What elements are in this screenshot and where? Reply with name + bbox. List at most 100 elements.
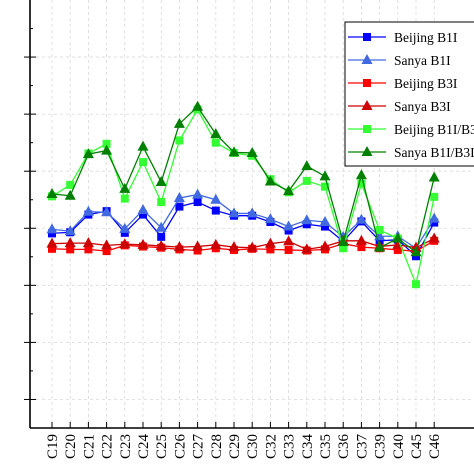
marker-triangle: [246, 207, 258, 218]
x-tick-label: C36: [336, 434, 352, 460]
marker-triangle: [119, 238, 131, 249]
marker-triangle: [82, 205, 94, 216]
series-5: [46, 100, 440, 257]
x-tick-label: C30: [245, 434, 261, 459]
marker-square: [363, 79, 371, 87]
marker-square: [175, 202, 184, 211]
series-line: [51, 240, 435, 252]
marker-triangle: [319, 170, 331, 181]
marker-square: [211, 138, 220, 147]
marker-triangle: [64, 237, 76, 248]
marker-square: [284, 245, 293, 254]
marker-square: [339, 244, 348, 253]
marker-square: [375, 225, 384, 234]
legend-item: Sanya B1I/B3I: [348, 145, 474, 160]
marker-square: [66, 245, 75, 254]
marker-triangle: [228, 207, 240, 218]
marker-triangle: [319, 215, 331, 226]
marker-square: [321, 222, 329, 231]
marker-triangle: [101, 239, 113, 250]
marker-triangle: [173, 192, 185, 203]
marker-square: [302, 176, 311, 185]
marker-triangle: [64, 225, 76, 236]
marker-triangle: [319, 240, 331, 251]
marker-square: [321, 182, 329, 191]
marker-triangle: [428, 212, 440, 223]
x-tick-label: C34: [300, 434, 316, 460]
marker-triangle: [155, 239, 167, 250]
marker-square: [84, 245, 93, 254]
x-tick-label: C40: [391, 434, 407, 459]
marker-triangle: [355, 234, 367, 245]
marker-triangle: [46, 223, 58, 234]
marker-square: [66, 180, 75, 189]
legend-item: Beijing B1I/B3I: [348, 122, 474, 137]
marker-square: [266, 245, 275, 254]
series-line: [51, 237, 435, 251]
marker-triangle: [283, 185, 295, 196]
legend-item: Beijing B3I: [348, 76, 458, 91]
legend-box: [344, 21, 474, 167]
marker-square: [139, 210, 147, 219]
legend-label: Sanya B3I: [394, 99, 451, 114]
marker-square: [211, 206, 220, 215]
marker-triangle: [46, 237, 58, 248]
marker-triangle: [228, 146, 240, 157]
marker-triangle: [361, 100, 373, 110]
marker-triangle: [137, 140, 149, 151]
legend-label: Sanya B1I: [394, 53, 451, 68]
marker-triangle: [82, 237, 94, 248]
marker-square: [48, 244, 56, 253]
x-tick-label: C32: [263, 434, 279, 459]
x-tick-label: C22: [100, 434, 116, 459]
series-line: [51, 105, 435, 254]
marker-square: [139, 158, 147, 167]
marker-triangle: [82, 148, 94, 159]
marker-square: [412, 280, 420, 289]
marker-triangle: [228, 241, 240, 252]
legend-label: Sanya B1I/B3I: [394, 145, 474, 160]
x-tick-label: C33: [282, 434, 298, 459]
x-tick-label: C19: [45, 434, 61, 459]
marker-square: [193, 198, 202, 207]
marker-triangle: [428, 232, 440, 243]
marker-square: [363, 33, 371, 41]
x-tick-label: C46: [427, 434, 443, 460]
marker-triangle: [101, 206, 113, 217]
marker-triangle: [301, 214, 313, 225]
marker-triangle: [192, 240, 204, 251]
marker-square: [120, 194, 129, 203]
legend: Beijing B1I Sanya B1I Beijing B3I Sanya B3I…: [344, 21, 474, 167]
marker-triangle: [283, 235, 295, 246]
marker-triangle: [46, 188, 58, 199]
marker-triangle: [210, 128, 222, 139]
x-tick-labels: C19 C20 C21 C22 C23 C24 C25 C26 C27 C28 C29 C30 C32 C…: [45, 422, 443, 459]
marker-triangle: [246, 146, 258, 157]
marker-triangle: [137, 238, 149, 249]
marker-square: [157, 198, 166, 207]
x-tick-label: C45: [409, 434, 425, 459]
marker-triangle: [101, 144, 113, 155]
series-3: [46, 232, 440, 254]
marker-triangle: [155, 176, 167, 187]
legend-label: Beijing B1I: [394, 30, 458, 45]
x-tick-label: C35: [318, 434, 334, 459]
marker-triangle: [337, 235, 349, 246]
marker-triangle: [355, 169, 367, 180]
marker-triangle: [374, 241, 386, 252]
series-line: [51, 193, 435, 250]
marker-triangle: [210, 238, 222, 249]
legend-label: Beijing B3I: [394, 76, 458, 91]
marker-square: [157, 232, 166, 241]
marker-square: [102, 247, 111, 256]
legend-item: Beijing B1I: [348, 30, 458, 45]
x-tick-label: C21: [81, 434, 97, 459]
legend-item: Sanya B3I: [348, 99, 451, 114]
marker-triangle: [361, 54, 373, 64]
marker-triangle: [392, 232, 404, 243]
x-tick-label: C20: [63, 434, 79, 459]
marker-triangle: [64, 189, 76, 200]
x-tick-label: C37: [354, 434, 370, 460]
marker-triangle: [192, 100, 204, 111]
marker-triangle: [410, 246, 422, 257]
